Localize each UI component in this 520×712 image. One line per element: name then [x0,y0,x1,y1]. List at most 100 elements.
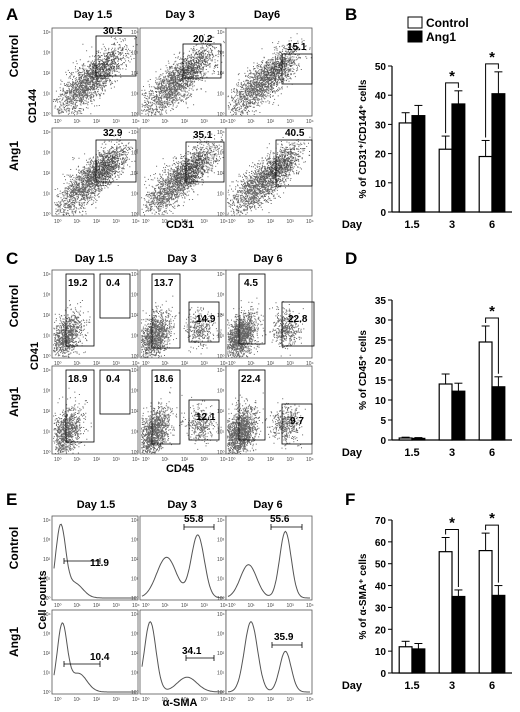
x-tick-label: 3 [449,447,455,459]
bar-control-day-1.5 [398,646,413,674]
scatter-c-ang1-2-xtick: 10⁴ [220,457,228,463]
scatter-a-control-2-ytick: 10⁴ [131,30,139,36]
scatter-c-ang1-2-ytick: 10⁴ [131,368,139,374]
panel-c: Day 1.5 Day 3 Day 6 Control Ang1 CD41 CD… [7,253,315,475]
histogram-curve [53,622,136,693]
panel-letter-b: B [345,5,357,24]
scatter-c-ang1-3-xtick: 10⁴ [306,457,314,463]
gate-c-control-1a [65,273,95,347]
significance-star: * [489,49,495,66]
histogram-e-control-3-xtick: 10⁴ [306,603,314,609]
gate-c-ang1-1b [99,369,131,415]
scatter-c-ang1-1-ytick: 10³ [43,389,51,395]
histogram-gate-bracket-1 [63,558,101,564]
scatter-c-ang1-1-ytick: 10⁰ [43,450,51,456]
histogram-e-control-2-xtick: 10⁰ [142,603,150,609]
histogram-e-ang1-3-ytick: 10⁴ [217,612,225,618]
scatter-a-ang1-2-ytick: 10² [131,171,139,177]
y-tick-label: 40 [375,91,387,102]
panel-c-row-label-control: Control [7,285,21,328]
scatter-c-control-3-xtick: 10⁴ [306,361,314,367]
scatter-c-ang1-1-xtick: 10² [93,457,101,463]
scatter-a-ang1-3-ytick: 10³ [217,151,225,157]
scatter-a-ang1-2-xtick: 10³ [201,219,209,225]
scatter-c-control-2-ytick: 10⁴ [131,272,139,278]
y-tick-label: 15 [375,376,387,387]
y-tick-label: 0 [380,208,386,219]
scatter-a-ang1-2-ytick: 10⁰ [131,212,139,218]
scatter-a-control-3-xtick: 10³ [287,119,295,125]
scatter-c-control-1-xtick: 10⁰ [54,361,62,367]
scatter-a-ang1-1-ytick: 10⁴ [43,130,51,136]
histogram-gate-bracket-4 [63,661,101,667]
hist-value-e-control-2: 55.8 [184,514,204,525]
y-tick-label: 0 [380,436,386,447]
scatter-c-control-3-ytick: 10³ [217,293,225,299]
panel-e-ylabel: Cell counts [37,570,49,629]
histogram-e-control-2-ytick: 10⁴ [131,518,139,524]
scatter-a-control-3-xtick: 10² [267,119,275,125]
panel-e-col-title-3: Day 6 [253,499,282,511]
gate-a-ang1-1 [95,139,137,183]
scatter-a-control-2-xtick: 10⁰ [142,119,150,125]
histogram-e-ang1-1-ytick: 10⁰ [43,690,51,696]
scatter-a-control-1-xtick: 10⁴ [132,119,140,125]
histogram-e-control-3-xtick: 10⁰ [228,603,236,609]
panel-e-row-label-control: Control [7,527,21,570]
x-tick-label: 1.5 [404,447,419,459]
panel-c-col-title-3: Day 6 [253,253,282,265]
gate-value-a-control-2: 20.2 [193,34,213,45]
panel-a: Day 1.5 Day 3 Day6 Control Ang1 CD144 CD… [7,9,314,231]
scatter-a-control-1-ytick: 10⁴ [43,30,51,36]
significance-bracket [485,524,499,583]
scatter-c-ang1-1-xtick: 10¹ [74,457,82,463]
histogram-e-control-3-ytick: 10⁴ [217,518,225,524]
scatter-c-ang1-1-xtick: 10⁰ [54,457,62,463]
histogram-e-ang1-1-frame [51,609,139,695]
gate-value-a-ang1-1: 32.9 [103,128,123,139]
histogram-e-control-1-ytick: 10³ [43,538,51,544]
scatter-a-points [141,38,224,116]
histogram-e-ang1-3-xtick: 10⁰ [228,697,236,703]
scatter-c-control-2-xtick: 10⁴ [220,361,228,367]
panel-e-row-label-ang1: Ang1 [7,627,21,657]
y-axis-title: % of CD45⁺ cells [358,330,369,410]
gate-c-ang1-2a [151,369,181,445]
histogram-e-ang1-2-ytick: 10⁰ [131,690,139,696]
scatter-c-control-1-ytick: 10² [43,313,51,319]
histogram-e-control-1-ytick: 10¹ [43,577,51,583]
scatter-a-control-1-xtick: 10³ [113,119,121,125]
panel-a-row-label-ang1: Ang1 [7,141,21,171]
scatter-c-control-3-ytick: 10⁴ [217,272,225,278]
bar-ang1-day-6 [491,594,506,674]
gate-value-c-ang1-3a: 22.4 [241,374,261,385]
scatter-c-ang1-3-ytick: 10³ [217,389,225,395]
y-tick-label: 10 [375,396,387,407]
x-tick-label: 1.5 [404,680,419,692]
scatter-a-ang1-2-xtick: 10⁰ [142,219,150,225]
scatter-c-control-2-xtick: 10⁰ [142,361,150,367]
x-tick-label: 6 [489,219,495,231]
y-tick-label: 30 [375,120,387,131]
scatter-c-ang1-3-ytick: 10¹ [217,430,225,436]
scatter-c-ang1-3-xtick: 10¹ [248,457,256,463]
scatter-a-ang1-3-ytick: 10⁰ [217,212,225,218]
scatter-c-control-2-ytick: 10³ [131,293,139,299]
gate-value-c-ang1-2b: 12.1 [196,412,216,423]
scatter-c-control-1-frame [51,269,139,359]
histogram-e-ang1-2-xtick: 10² [181,697,189,703]
bar-ang1-day-1.5 [411,115,426,213]
x-tick-label: 3 [449,680,455,692]
legend: Control Ang1 [407,16,469,44]
scatter-a-control-3-ytick: 10⁴ [217,30,225,36]
gate-c-ang1-2b [188,399,220,441]
legend-swatch-ang1 [407,30,423,43]
y-tick-label: 50 [375,62,387,73]
histogram-e-control-2-ytick: 10⁰ [131,596,139,602]
scatter-c-control-1-ytick: 10⁰ [43,354,51,360]
